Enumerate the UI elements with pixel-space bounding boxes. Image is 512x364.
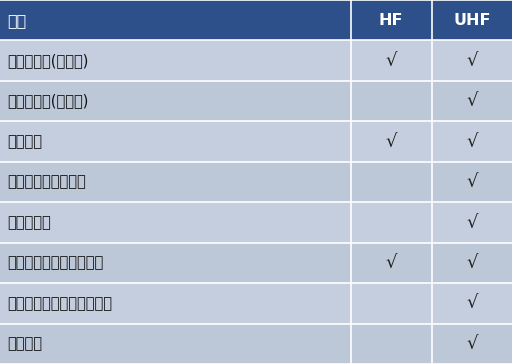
Bar	[0, 40, 351, 81]
Text: √: √	[466, 294, 478, 312]
Text: √: √	[466, 173, 478, 191]
Text: 从单品到托盘采用同一架构: 从单品到托盘采用同一架构	[8, 296, 113, 311]
Bar	[351, 81, 432, 121]
Bar	[0, 283, 351, 324]
Text: √: √	[386, 132, 397, 151]
Text: √: √	[466, 254, 478, 272]
Bar	[432, 0, 512, 40]
Bar	[351, 283, 432, 324]
Text: √: √	[466, 52, 478, 70]
Bar	[0, 121, 351, 162]
Bar	[0, 324, 351, 364]
Bar	[432, 121, 512, 162]
Bar	[432, 162, 512, 202]
Bar	[432, 283, 512, 324]
Text: √: √	[466, 213, 478, 232]
Text: HF: HF	[379, 13, 403, 28]
Bar	[432, 81, 512, 121]
Text: √: √	[386, 52, 397, 70]
Text: 全球频段: 全球频段	[8, 134, 42, 149]
Bar	[351, 40, 432, 81]
Text: 高数据率: 高数据率	[8, 336, 42, 351]
Bar	[0, 202, 351, 243]
Bar	[351, 121, 432, 162]
Text: √: √	[466, 132, 478, 151]
Bar	[351, 324, 432, 364]
Text: 能否用于液体和金属物品: 能否用于液体和金属物品	[8, 256, 104, 270]
Bar	[351, 243, 432, 283]
Bar	[351, 202, 432, 243]
Text: 近场灵敏度(短距离): 近场灵敏度(短距离)	[8, 53, 89, 68]
Text: √: √	[386, 254, 397, 272]
Text: 低制造成本: 低制造成本	[8, 215, 51, 230]
Bar	[0, 81, 351, 121]
Text: 唯一的全球协议标准: 唯一的全球协议标准	[8, 174, 87, 190]
Text: √: √	[466, 92, 478, 110]
Bar	[0, 0, 351, 40]
Text: √: √	[466, 335, 478, 353]
Bar	[432, 243, 512, 283]
Text: 远场灵敏度(远距离): 远场灵敏度(远距离)	[8, 94, 89, 108]
Bar	[351, 0, 432, 40]
Bar	[432, 324, 512, 364]
Text: 属性: 属性	[8, 13, 27, 28]
Bar	[432, 202, 512, 243]
Bar	[432, 40, 512, 81]
Bar	[0, 162, 351, 202]
Bar	[0, 243, 351, 283]
Text: UHF: UHF	[453, 13, 490, 28]
Bar	[351, 162, 432, 202]
